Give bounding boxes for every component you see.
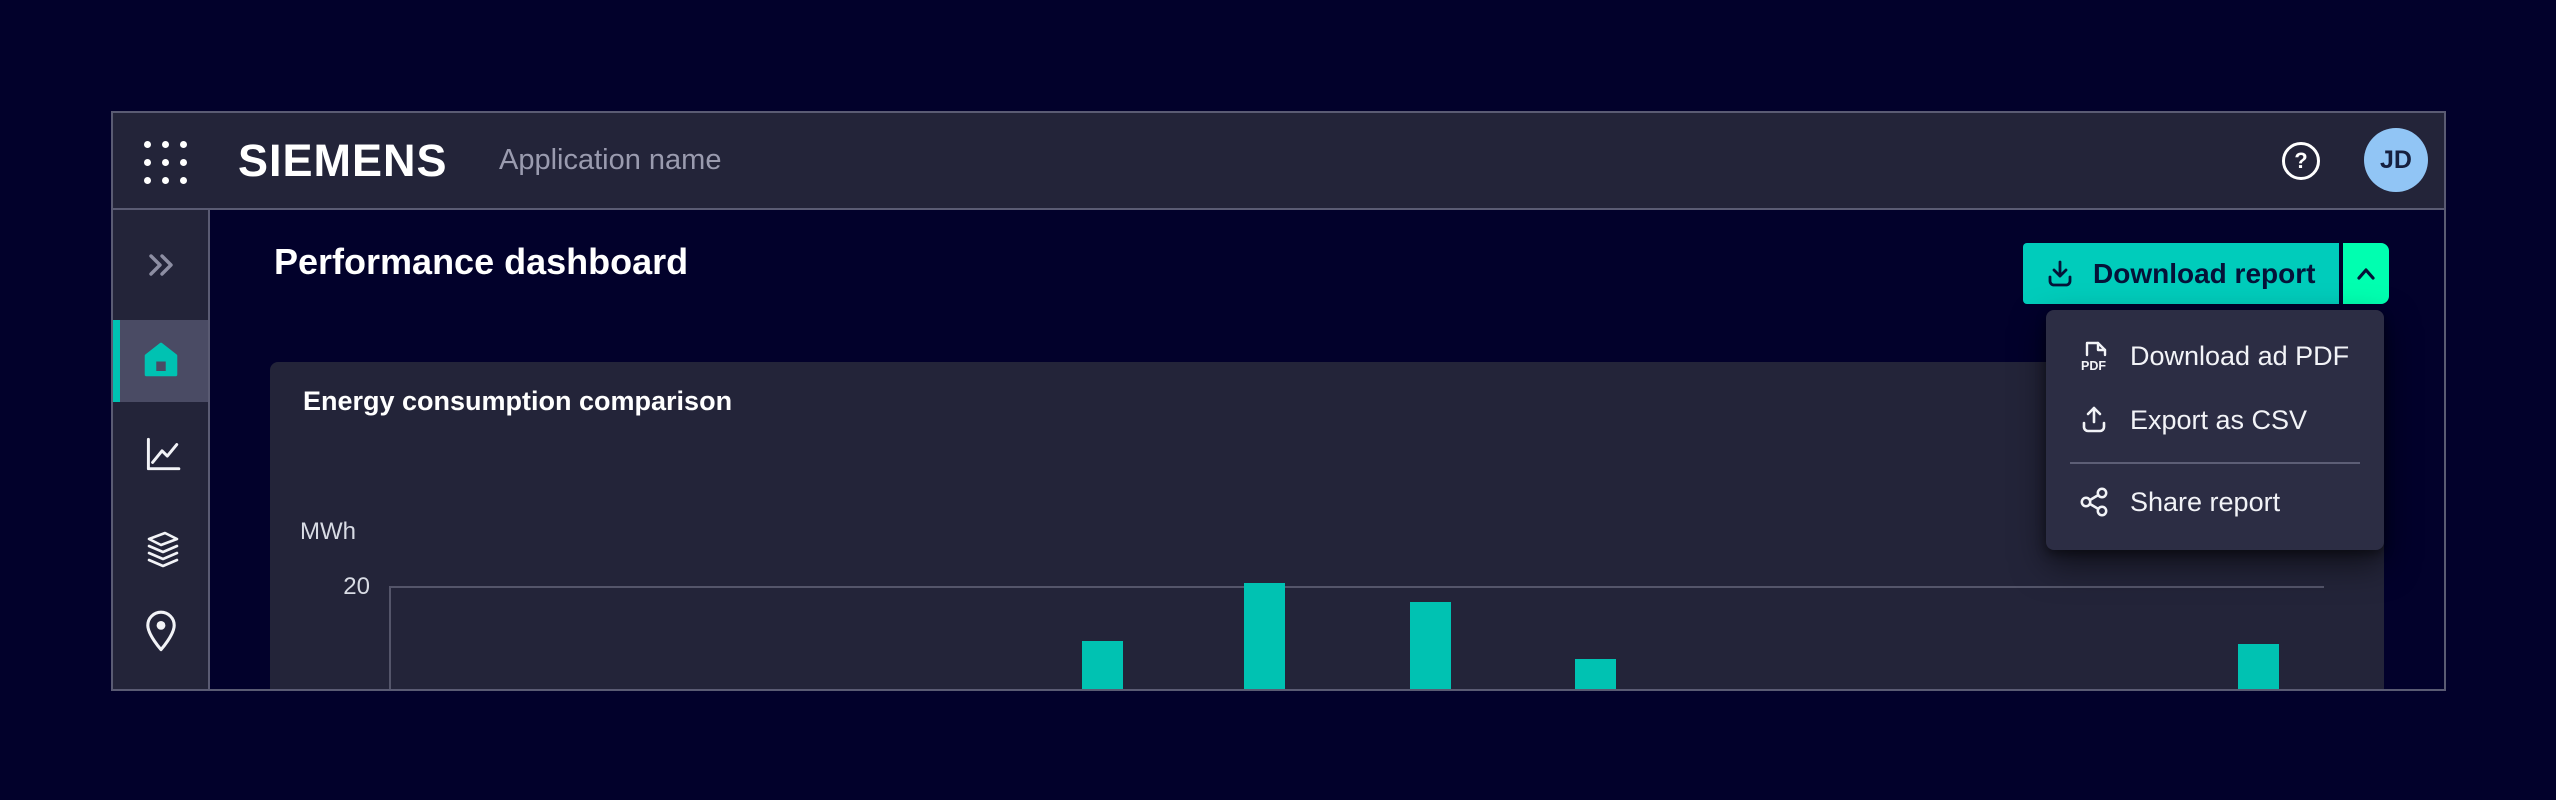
expand-sidebar-icon — [148, 254, 173, 276]
siemens-logo: SIEMENS — [238, 134, 448, 186]
y-axis-line — [389, 586, 391, 689]
chevron-up-icon — [2357, 267, 2376, 280]
menu-item-share-report[interactable]: Share report — [2046, 470, 2384, 534]
gridline-20 — [389, 586, 2324, 588]
bar-0 — [1082, 641, 1123, 689]
help-button[interactable]: ? — [2282, 142, 2320, 180]
app-switcher-button[interactable] — [140, 137, 190, 187]
download-icon — [2048, 260, 2072, 286]
menu-item-label: Export as CSV — [2130, 404, 2308, 435]
home-icon — [144, 342, 177, 377]
share-icon — [2076, 484, 2112, 520]
application-name: Application name — [499, 144, 722, 176]
bar-2 — [1410, 602, 1451, 689]
avatar-initials: JD — [2380, 145, 2412, 174]
question-mark-icon: ? — [2294, 148, 2308, 173]
bar-1 — [1244, 583, 1285, 689]
avatar[interactable]: JD — [2364, 128, 2428, 192]
app-grid-icon — [143, 140, 187, 184]
chart-title: Energy consumption comparison — [303, 386, 733, 416]
sidebar-item-home[interactable] — [113, 320, 208, 402]
download-report-split-button: Download report — [2023, 243, 2390, 304]
layers-stack-icon — [147, 531, 178, 568]
y-axis-tick-20: 20 — [343, 573, 370, 600]
sidebar-item-analytics[interactable] — [113, 413, 208, 495]
download-report-label: Download report — [2093, 257, 2316, 289]
energy-chart-card: Energy consumption comparison MWh 20 — [270, 362, 2384, 689]
download-options-toggle[interactable] — [2343, 243, 2390, 304]
menu-item-label: Share report — [2130, 486, 2281, 517]
download-report-button[interactable]: Download report — [2023, 243, 2340, 304]
sidebar-expand-button[interactable] — [113, 224, 208, 306]
sidebar — [113, 210, 210, 689]
bar-series — [270, 362, 2384, 689]
menu-item-label: Download ad PDF — [2130, 340, 2350, 371]
y-axis-unit-label: MWh — [300, 518, 356, 545]
menu-item-download-pdf[interactable]: PDF Download ad PDF — [2046, 324, 2384, 388]
app-header: SIEMENS Application name ? JD — [113, 113, 2444, 210]
location-pin-icon — [145, 610, 176, 652]
bar-3 — [1575, 659, 1616, 689]
sidebar-item-layers[interactable] — [113, 508, 208, 590]
line-chart-icon — [146, 437, 180, 471]
export-icon — [2076, 402, 2112, 438]
bar-4 — [2238, 644, 2279, 689]
svg-text:PDF: PDF — [2081, 359, 2106, 373]
app-window: SIEMENS Application name ? JD — [111, 111, 2446, 691]
download-options-menu: PDF Download ad PDF Export as CSV — [2046, 310, 2384, 550]
pdf-file-icon: PDF — [2076, 338, 2112, 374]
menu-item-export-csv[interactable]: Export as CSV — [2046, 388, 2384, 452]
sidebar-item-locations[interactable] — [113, 591, 208, 673]
page-title: Performance dashboard — [274, 241, 689, 282]
menu-divider — [2070, 462, 2360, 464]
